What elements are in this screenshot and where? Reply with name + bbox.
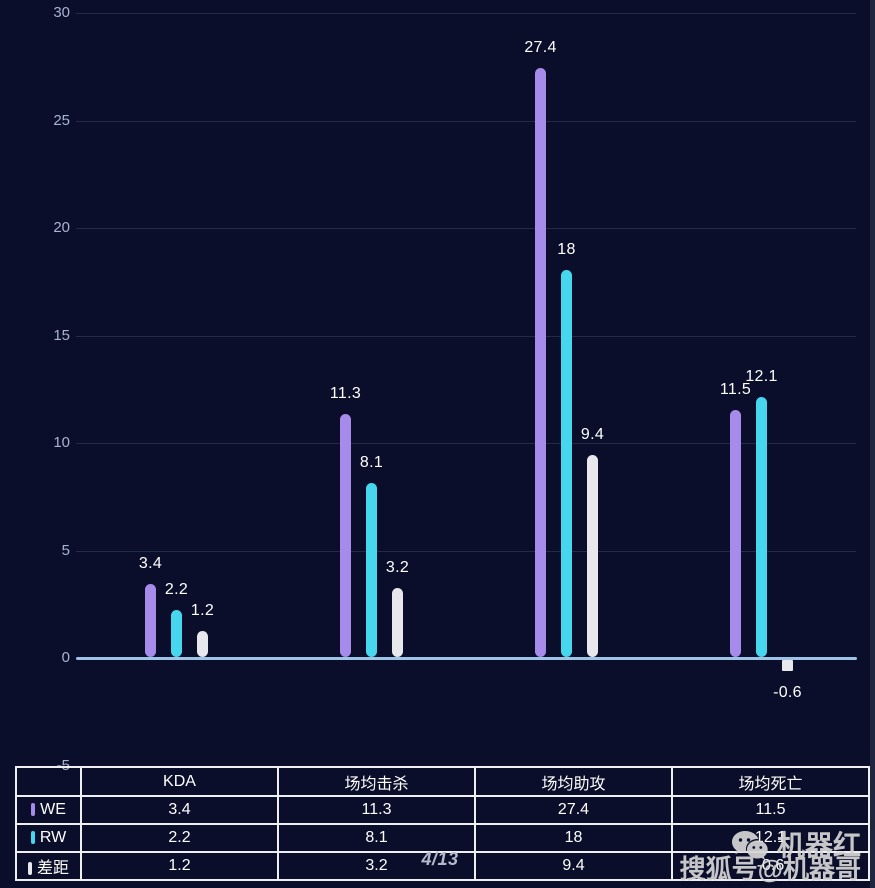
bar-value-RW-场均击杀: 8.1 (359, 453, 384, 471)
bar-value-WE-KDA: 3.4 (138, 554, 163, 572)
table-row-RW: RW 2.2 8.1 18 12.1 (15, 823, 870, 853)
row-header-RW: RW (15, 823, 82, 853)
cell-WE-场均助攻: 27.4 (474, 795, 673, 825)
row-header-差距: 差距 (15, 851, 82, 881)
cell-WE-场均死亡: 11.5 (671, 795, 870, 825)
bar-value-差距-场均击杀: 3.2 (385, 559, 410, 577)
cell-RW-场均死亡: 12.1 (671, 823, 870, 853)
bar-value-WE-场均死亡: 11.5 (719, 380, 752, 398)
page-number: 4/13 (421, 849, 459, 869)
bar-value-WE-场均击杀: 11.3 (329, 385, 362, 403)
y-tick-15: 15 (53, 326, 70, 344)
cell-RW-场均击杀: 8.1 (277, 823, 476, 853)
gridline-y5 (76, 550, 856, 552)
row-header-WE: WE (15, 795, 82, 825)
slide-right-edge (870, 0, 875, 888)
bar-差距-场均助攻 (587, 454, 598, 657)
table-row-差距: 差距 1.2 3.2 9.4 -0.6 (15, 851, 870, 881)
gridline-y30 (76, 13, 856, 14)
bar-WE-KDA (145, 583, 156, 657)
bar-value-差距-场均死亡: -0.6 (773, 683, 802, 701)
bar-value-WE-场均助攻: 27.4 (524, 38, 557, 56)
cell-RW-KDA: 2.2 (80, 823, 279, 853)
bar-value-RW-KDA: 2.2 (164, 580, 189, 598)
table-col-header-3: 场均助攻 (474, 766, 673, 797)
bar-RW-场均助攻 (561, 270, 572, 657)
cell-差距-场均死亡: -0.6 (671, 851, 870, 881)
cell-RW-场均助攻: 18 (474, 823, 673, 853)
y-tick-30: 30 (53, 4, 70, 21)
bar-value-差距-KDA: 1.2 (190, 602, 215, 620)
bar-value-RW-场均死亡: 12.1 (745, 367, 778, 385)
cell-差距-场均击杀: 3.2 (277, 851, 476, 881)
bar-RW-场均击杀 (366, 482, 377, 657)
table-col-header-2: 场均击杀 (277, 766, 476, 797)
bar-RW-KDA (171, 609, 182, 657)
bar-value-RW-场均助攻: 18 (557, 241, 576, 258)
table-col-header-1: KDA (80, 766, 279, 797)
y-tick-25: 25 (53, 111, 70, 129)
bar-WE-场均击杀 (340, 414, 351, 657)
legend-swatch-WE (31, 803, 36, 816)
bar-WE-场均死亡 (730, 409, 741, 657)
cell-差距-KDA: 1.2 (80, 851, 279, 881)
stats-table: KDA 场均击杀 场均助攻 场均死亡 WE 3.4 11.3 27.4 11.5 RW 2.2 8.… (15, 766, 870, 881)
y-tick-5: 5 (61, 541, 70, 559)
bar-差距-场均击杀 (392, 588, 403, 657)
table-col-header-4: 场均死亡 (671, 766, 870, 797)
table-row-WE: WE 3.4 11.3 27.4 11.5 (15, 795, 870, 825)
bar-RW-场均死亡 (756, 396, 767, 657)
bar-value-差距-场均助攻: 9.4 (580, 425, 605, 443)
legend-swatch-RW (30, 831, 35, 844)
gridline-y20 (76, 228, 856, 229)
bar-差距-场均死亡 (782, 660, 793, 671)
gridline-y15 (76, 335, 856, 337)
x-axis-line (76, 657, 857, 660)
y-tick-10: 10 (53, 434, 70, 451)
bar-差距-KDA (197, 631, 208, 657)
y-tick-20: 20 (53, 219, 70, 236)
cell-差距-场均助攻: 9.4 (474, 851, 673, 881)
table-header-row: KDA 场均击杀 场均助攻 场均死亡 (15, 766, 870, 797)
bar-WE-场均助攻 (535, 67, 546, 657)
gridline-y25 (76, 120, 856, 122)
table-corner-cell (15, 766, 82, 797)
cell-WE-KDA: 3.4 (80, 795, 279, 825)
cell-WE-场均击杀: 11.3 (277, 795, 476, 825)
gridline-y10 (76, 443, 856, 444)
legend-swatch-差距 (27, 862, 32, 875)
y-tick-0: 0 (61, 649, 70, 666)
